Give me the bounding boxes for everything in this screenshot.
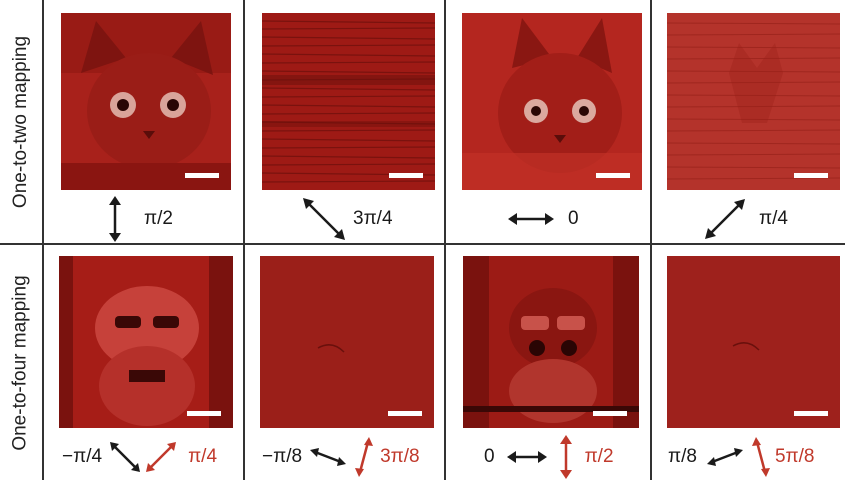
cat-image-pi-over-2 xyxy=(61,13,231,190)
scale-bar xyxy=(794,173,828,178)
diagonal-double-arrow-icon xyxy=(303,198,345,240)
diagonal-double-arrow-icon xyxy=(310,448,347,466)
striped-image-pi-over-4 xyxy=(667,13,840,190)
toy-image-2 xyxy=(463,256,639,428)
angle-label-red: π/2 xyxy=(584,446,614,467)
scale-bar xyxy=(388,411,422,416)
horizontal-double-arrow-icon xyxy=(506,451,547,463)
caption-pi-over-2: π/2 xyxy=(108,196,173,242)
caption-pi-over-8: π/8 5π/8 xyxy=(668,434,815,480)
steep-double-arrow-red-icon xyxy=(355,437,374,477)
grid-line-row xyxy=(0,243,845,245)
caption-zero-bottom: 0 π/2 xyxy=(484,434,614,480)
diagonal-double-arrow-red-icon xyxy=(146,442,177,472)
toy-image-1 xyxy=(59,256,233,428)
scale-bar xyxy=(187,411,221,416)
striped-image-3pi-over-4 xyxy=(262,13,435,190)
caption-zero: 0 xyxy=(508,205,579,233)
row-label-bottom: One-to-four mapping xyxy=(0,245,42,480)
angle-label: 3π/4 xyxy=(353,208,393,229)
cat-image-zero xyxy=(462,13,642,190)
angle-label-red: 3π/8 xyxy=(380,446,420,467)
angle-label-black: π/8 xyxy=(668,446,697,467)
diagonal-double-arrow-icon xyxy=(706,448,743,466)
angle-label-black: −π/4 xyxy=(62,446,103,467)
steep-double-arrow-red-icon xyxy=(751,437,770,477)
scale-bar xyxy=(596,173,630,178)
diagonal-double-arrow-icon xyxy=(705,199,745,239)
row-label-bottom-text: One-to-four mapping xyxy=(10,274,32,451)
vertical-double-arrow-red-icon xyxy=(559,435,572,479)
noise-image-1 xyxy=(260,256,434,428)
angle-label: 0 xyxy=(568,208,579,229)
angle-label: π/4 xyxy=(759,208,788,229)
scale-bar xyxy=(185,173,219,178)
vertical-double-arrow-icon xyxy=(109,196,121,242)
angle-label: π/2 xyxy=(144,208,173,229)
horizontal-double-arrow-icon xyxy=(508,213,554,225)
angle-label-black: 0 xyxy=(484,446,495,467)
noise-image-2 xyxy=(667,256,840,428)
angle-label-red: 5π/8 xyxy=(774,446,815,467)
grid-line-col2 xyxy=(444,0,446,480)
grid-line-col1 xyxy=(243,0,245,480)
caption-minus-pi-over-8: −π/8 3π/8 xyxy=(262,434,420,480)
grid-line-left xyxy=(42,0,44,480)
scale-bar xyxy=(389,173,423,178)
angle-label-black: −π/8 xyxy=(262,446,303,467)
row-label-top-text: One-to-two mapping xyxy=(10,35,31,208)
caption-pi-over-4: π/4 xyxy=(705,196,788,242)
diagonal-double-arrow-icon xyxy=(110,442,141,472)
angle-label-red: π/4 xyxy=(188,446,218,467)
row-label-top: One-to-two mapping xyxy=(0,0,42,243)
scale-bar xyxy=(794,411,828,416)
caption-3pi-over-4: 3π/4 xyxy=(303,198,393,240)
scale-bar xyxy=(593,411,627,416)
grid-line-col3 xyxy=(650,0,652,480)
caption-minus-pi-over-4: −π/4 π/4 xyxy=(62,434,217,480)
